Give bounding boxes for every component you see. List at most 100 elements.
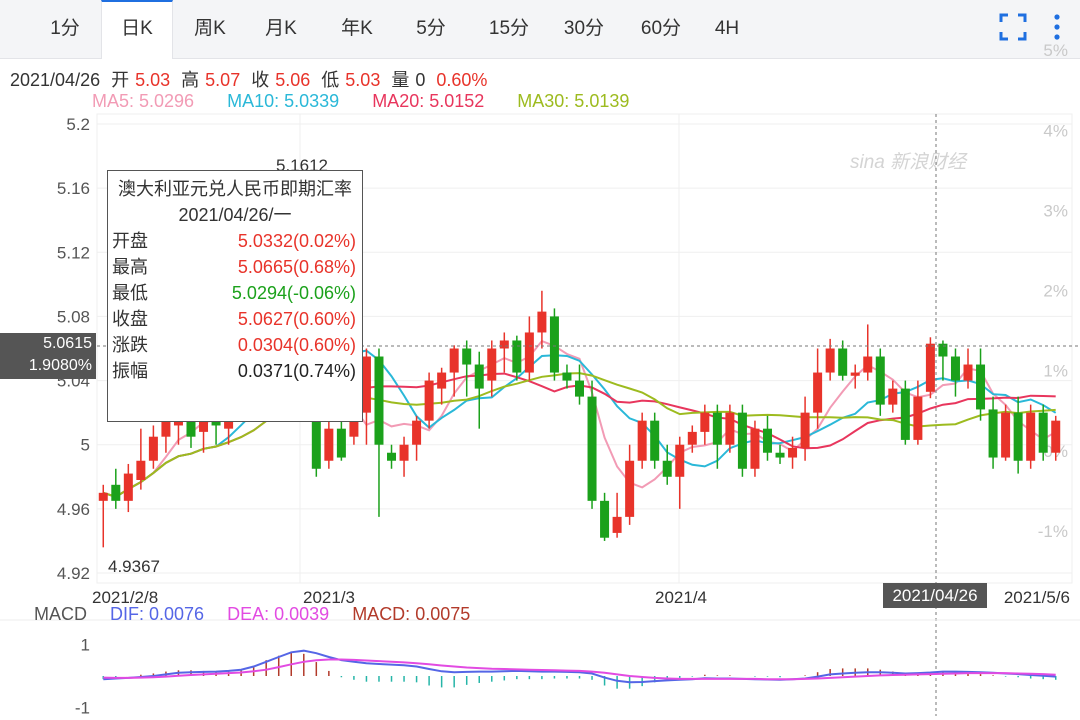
candle: [424, 372, 434, 429]
tab-4[interactable]: 年K: [341, 18, 373, 39]
candle: [487, 340, 497, 397]
tooltip-row-label: 涨跌: [112, 335, 148, 355]
candle-body: [349, 412, 359, 437]
candle-body: [474, 364, 484, 389]
fullscreen-icon[interactable]: [998, 12, 1028, 42]
tab-5[interactable]: 5分: [416, 18, 446, 39]
ma30-label: MA30: 5.0139: [517, 91, 630, 111]
candle: [387, 444, 397, 469]
candle-body: [1013, 412, 1023, 461]
candle-body: [524, 332, 534, 373]
candle: [675, 436, 685, 509]
candle-body: [800, 412, 810, 448]
candle-body: [775, 452, 785, 458]
candle-body: [324, 428, 334, 461]
candle: [938, 340, 948, 381]
stat-change: 0.60%: [436, 70, 488, 90]
candle: [850, 364, 860, 389]
candle-body: [136, 460, 146, 480]
tab-1[interactable]: 日K: [101, 0, 173, 59]
candle: [1013, 396, 1023, 474]
candle-body: [612, 516, 622, 533]
candle-body: [361, 356, 371, 413]
candle-body: [512, 340, 522, 373]
candle-body: [875, 356, 885, 405]
y-tick-label: 4.92: [57, 564, 90, 583]
candle: [788, 436, 798, 469]
candle-body: [650, 420, 660, 461]
plot-frame: [96, 113, 1073, 584]
candle: [499, 332, 509, 373]
candle: [913, 380, 923, 445]
candle-body: [625, 460, 635, 517]
tooltip-row-label: 收盘: [112, 309, 148, 329]
tab-9[interactable]: 4H: [714, 18, 740, 39]
candle: [98, 484, 108, 548]
candle: [637, 412, 647, 469]
candle: [988, 396, 998, 469]
candle-body: [925, 343, 935, 392]
y-pct-tick-label: -1%: [1038, 522, 1068, 541]
y-pct-tick-label: 3%: [1043, 201, 1068, 220]
candle-body: [712, 412, 722, 445]
candle: [449, 345, 459, 397]
candle-body: [725, 412, 735, 445]
candle: [775, 444, 785, 464]
tab-3[interactable]: 月K: [265, 18, 297, 39]
candle: [976, 348, 986, 421]
candle: [888, 380, 898, 413]
candle-tooltip: 澳大利亚元兑人民币即期汇率 2021/04/26/一 开盘 5.0332(0.02…: [107, 170, 363, 422]
tab-7[interactable]: 30分: [563, 18, 605, 39]
tooltip-row-label: 最低: [112, 283, 148, 303]
candle: [524, 316, 534, 381]
sina-watermark: sina 新浪财经: [850, 152, 967, 173]
candle-body: [788, 447, 798, 458]
candle-body: [750, 428, 760, 469]
candle-body: [387, 452, 397, 461]
tab-0[interactable]: 1分: [50, 18, 80, 39]
candle-body: [888, 388, 898, 405]
candle: [950, 348, 960, 397]
candle-body: [913, 396, 923, 440]
candle-body: [1051, 420, 1061, 453]
candle-body: [186, 415, 196, 437]
candle: [1026, 404, 1036, 469]
tooltip-row-label: 最高: [112, 257, 148, 277]
candle: [800, 396, 810, 461]
candle: [111, 468, 121, 509]
candle-body: [111, 484, 121, 501]
more-vertical-icon[interactable]: [1042, 12, 1072, 42]
candle-body: [600, 500, 610, 538]
candle: [587, 380, 597, 509]
tooltip-row: 振幅 0.0371(0.74%): [108, 358, 362, 384]
tab-8[interactable]: 60分: [640, 18, 682, 39]
period-tab-bar: 1分 日K 周K 月K 年K 5分 15分 30分 60分 4H: [0, 0, 1080, 59]
tooltip-row-value: 5.0665(0.68%): [237, 257, 356, 277]
candle-body: [336, 428, 346, 458]
candle-body: [424, 380, 434, 421]
y-tick-label: 4.96: [57, 500, 90, 519]
stat-low-label: 低: [321, 70, 340, 90]
candle-body: [449, 348, 459, 373]
candle: [712, 404, 722, 469]
candle-body: [374, 356, 384, 445]
tab-6[interactable]: 15分: [488, 18, 530, 39]
y-pct-tick-label: 2%: [1043, 282, 1068, 301]
candle-body: [123, 473, 133, 501]
ma5-label: MA5: 5.0296: [92, 91, 195, 111]
candle: [963, 348, 973, 389]
candle-body: [587, 396, 597, 501]
candle-body: [863, 356, 873, 373]
tooltip-row-label: 开盘: [112, 231, 148, 251]
stat-open: 5.03: [135, 70, 171, 90]
dif-line: [103, 649, 1056, 684]
tooltip-row-value: 5.0294(-0.06%): [231, 283, 356, 303]
candle: [737, 404, 747, 477]
macd-y-tick-label: -1: [75, 699, 90, 718]
ma10-label: MA10: 5.0339: [227, 91, 340, 111]
candle-body: [963, 364, 973, 381]
candle-body: [687, 431, 697, 445]
tab-2[interactable]: 周K: [194, 18, 226, 39]
candle: [600, 492, 610, 541]
candle-body: [838, 348, 848, 376]
